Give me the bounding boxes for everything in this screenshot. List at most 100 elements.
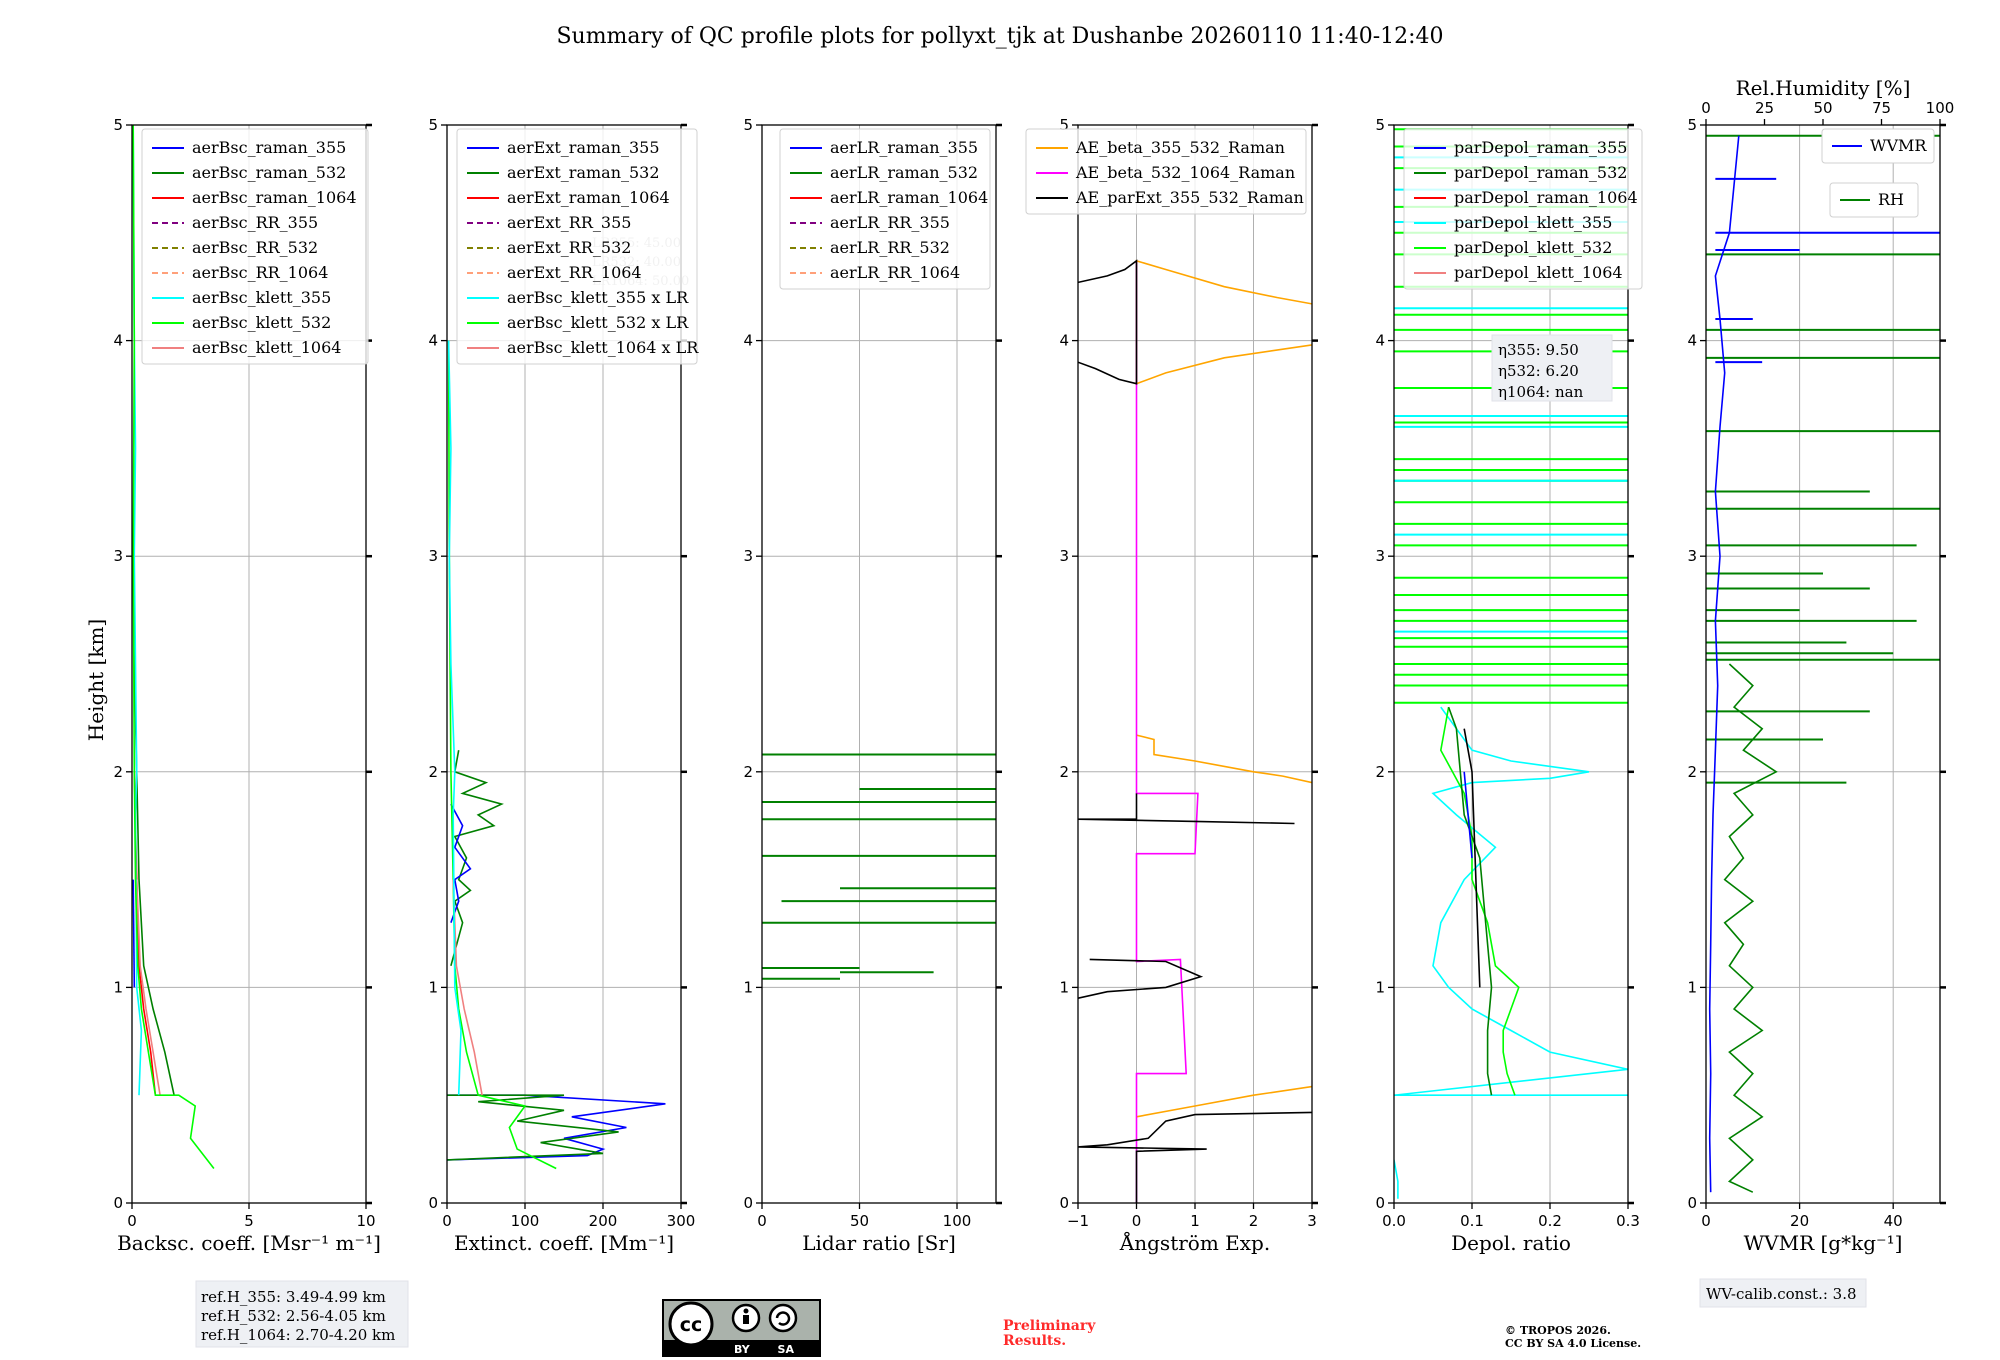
x-tick-label: 0.2 — [1538, 1212, 1562, 1230]
x-tick-label: 200 — [589, 1212, 618, 1230]
y-tick-label: 3 — [428, 547, 438, 565]
x-tick-label: 5 — [244, 1212, 254, 1230]
legend-label: aerBsc_RR_355 — [192, 213, 318, 232]
legend-frame — [141, 128, 369, 365]
eta-label: η1064: nan — [1498, 383, 1584, 401]
series-aerExt_raman_355 — [447, 1094, 666, 1161]
x-axis-label: Backsc. coeff. [Msr⁻¹ m⁻¹] — [117, 1231, 381, 1255]
x-tick-label: 100 — [511, 1212, 540, 1230]
eta-label: η355: 9.50 — [1498, 341, 1579, 359]
y-tick-label: 3 — [1375, 547, 1385, 565]
x-tick-label: 0 — [757, 1212, 767, 1230]
legend-label: aerBsc_klett_355 x LR — [507, 288, 689, 307]
panel-lidar_ratio: 0 50 100 0 1 2 3 4 5 Lidar ratio [Sr] aerLR_raman_… — [743, 116, 1002, 1255]
series-aerExt_raman_355_upper — [450, 803, 472, 923]
legend-frame — [779, 128, 991, 290]
x-tick-label: 2 — [1249, 1212, 1259, 1230]
series-aerBsc_klett_532 — [132, 125, 215, 1169]
y-tick-label: 5 — [1687, 116, 1697, 134]
legend-label: aerExt_RR_1064 — [507, 263, 642, 282]
y-tick-label: 5 — [1375, 116, 1385, 134]
y-tick-label: 1 — [1059, 978, 1069, 996]
y-tick-label: 3 — [1059, 547, 1069, 565]
x-tick-label: 0 — [127, 1212, 137, 1230]
axes-frame — [446, 124, 682, 1204]
plot-area — [1706, 134, 1940, 1193]
x-axis-label: Depol. ratio — [1451, 1231, 1571, 1255]
legend-label: aerExt_raman_532 — [507, 163, 660, 182]
y-tick-label: 0 — [1687, 1194, 1697, 1212]
series-parDepol_raman_1064 — [1463, 728, 1481, 988]
refh-355: ref.H_355: 3.49-4.99 km — [201, 1288, 386, 1306]
series-aerBsc_raman_532 — [132, 556, 175, 1096]
refh-532: ref.H_532: 2.56-4.05 km — [201, 1307, 386, 1325]
legend-label: aerExt_RR_532 — [507, 238, 631, 257]
legend: aerExt_raman_355 aerExt_raman_532 aerExt_r… — [456, 128, 699, 365]
series-AE_parExt_355_532_Raman_low — [1078, 958, 1204, 999]
legend-label: aerLR_RR_355 — [830, 213, 950, 232]
eta-box — [1491, 334, 1613, 402]
plot-area — [1078, 259, 1312, 1203]
series-parDepol_raman_355 — [1463, 771, 1473, 859]
series-aerBsc_klett_1064 — [135, 879, 161, 1096]
y-tick-label: 0 — [1375, 1194, 1385, 1212]
legend-label: aerLR_raman_355 — [830, 138, 978, 157]
legend-label: aerExt_raman_355 — [507, 138, 660, 157]
x-axis-label: Lidar ratio [Sr] — [802, 1231, 956, 1255]
legend-label: aerExt_raman_1064 — [507, 188, 670, 207]
series-parDepol_klett_355_base — [1394, 1159, 1399, 1199]
series-aerBsc_klett_1064 x LR — [452, 879, 483, 1096]
y-tick-label: 2 — [113, 763, 123, 781]
plot-area — [132, 125, 215, 1169]
x-tick-label: 0.0 — [1382, 1212, 1406, 1230]
legend-label: aerBsc_klett_1064 x LR — [507, 338, 699, 357]
legend-label: aerExt_RR_355 — [507, 213, 631, 232]
axes-frame — [1705, 124, 1941, 1204]
series-aerBsc_klett_532 x LR — [447, 340, 557, 1170]
axes-frame — [1393, 124, 1629, 1204]
plot-area — [447, 340, 666, 1170]
legend-label: WVMR — [1870, 136, 1927, 155]
x-tick-label: 1 — [1190, 1212, 1200, 1230]
series-RH — [1723, 663, 1778, 1193]
legend-label: aerBsc_klett_1064 — [192, 338, 341, 357]
x-axis-label: Ångström Exp. — [1119, 1230, 1270, 1255]
legend-label: parDepol_raman_1064 — [1454, 188, 1638, 207]
legend-frame — [1025, 128, 1307, 215]
refh-box: ref.H_355: 3.49-4.99 km ref.H_532: 2.56-… — [195, 1280, 409, 1348]
legend-label: aerLR_RR_1064 — [830, 263, 960, 282]
legend-label: aerBsc_klett_532 — [192, 313, 331, 332]
series-aerExt_raman_532 — [447, 1094, 619, 1161]
y-axis-label: Height [km] — [84, 619, 108, 741]
legend-label: parDepol_klett_355 — [1454, 213, 1612, 232]
legend-frame — [1829, 182, 1919, 218]
y-tick-label: 4 — [1059, 332, 1069, 350]
y-tick-label: 4 — [1375, 332, 1385, 350]
legend-label: parDepol_klett_532 — [1454, 238, 1612, 257]
cc-license-text: BY SA — [734, 1343, 795, 1356]
x-axis-label: Extinct. coeff. [Mm⁻¹] — [454, 1231, 674, 1255]
legend-label: AE_beta_532_1064_Raman — [1075, 163, 1295, 182]
figure-title: Summary of QC profile plots for pollyxt_… — [556, 24, 1443, 49]
y-tick-label: 4 — [428, 332, 438, 350]
y-tick-label: 1 — [1687, 978, 1697, 996]
series-AE_beta_532_1064_Raman — [1135, 260, 1199, 1203]
copyright-line2: CC BY SA 4.0 License. — [1505, 1337, 1641, 1350]
top-tick-label: 100 — [1926, 99, 1955, 117]
x-tick-label: 300 — [667, 1212, 696, 1230]
legend: parDepol_raman_355 parDepol_raman_532 parD… — [1403, 128, 1643, 290]
legend-label: aerBsc_RR_1064 — [192, 263, 328, 282]
refh-1064: ref.H_1064: 2.70-4.20 km — [201, 1326, 395, 1344]
y-tick-label: 2 — [743, 763, 753, 781]
legend: aerBsc_raman_355 aerBsc_raman_532 aerBsc_r… — [141, 128, 369, 365]
cc-license-badge[interactable]: cc BY SA — [662, 1299, 821, 1357]
panel-wvmr: 0 20 40 0 1 2 3 4 5 WVMR [g*kg⁻¹] 0 25 50 75 100 Rel.Hu… — [1687, 76, 1954, 1255]
legend-frame — [456, 128, 698, 365]
legend-label: aerLR_RR_532 — [830, 238, 950, 257]
y-tick-label: 2 — [1059, 763, 1069, 781]
legend-label: parDepol_raman_532 — [1454, 163, 1627, 182]
series-AE_parExt_355_532_Raman_mid — [1078, 793, 1295, 825]
x-tick-label: 10 — [356, 1212, 375, 1230]
